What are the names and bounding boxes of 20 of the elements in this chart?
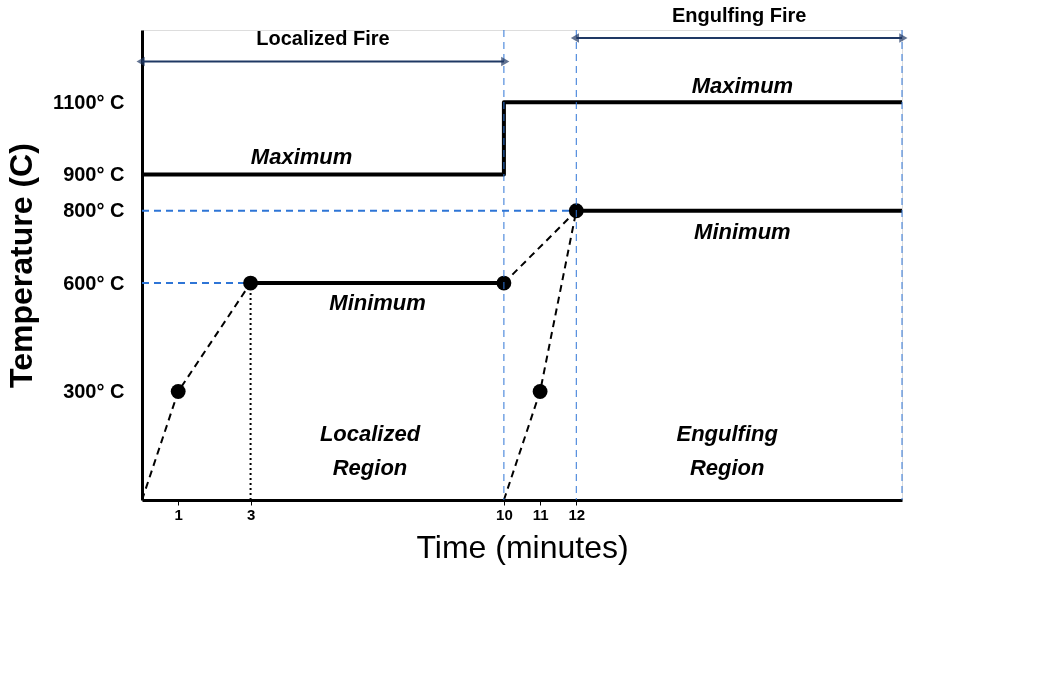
annotation: Maximum xyxy=(250,143,353,169)
x-tick-label: 1 xyxy=(174,505,183,523)
annotation: Minimum xyxy=(329,289,426,315)
y-tick-label: 300° C xyxy=(63,380,125,403)
annotation: Maximum xyxy=(691,73,794,99)
text: Engulfing Fire xyxy=(671,3,807,26)
y-tick-label: 1100° C xyxy=(53,90,125,113)
y-tick-label: 900° C xyxy=(63,163,125,186)
x-axis-title: Time (minutes) xyxy=(416,528,629,565)
annotation: Engulfing Region xyxy=(676,421,779,481)
annotation: Localized Fire xyxy=(256,27,390,50)
y-tick-label: 800° C xyxy=(63,199,125,222)
y-tick-label: 600° C xyxy=(63,271,125,294)
x-tick-label: 12 xyxy=(568,505,586,523)
x-tick-label: 10 xyxy=(496,505,513,523)
y-axis-title: Temperature (C) xyxy=(3,143,40,388)
x-tick-label: 3 xyxy=(246,505,256,523)
annotation: Minimum xyxy=(694,219,791,245)
annotation: Localized Region xyxy=(319,421,421,481)
x-tick-label: 11 xyxy=(532,505,549,523)
